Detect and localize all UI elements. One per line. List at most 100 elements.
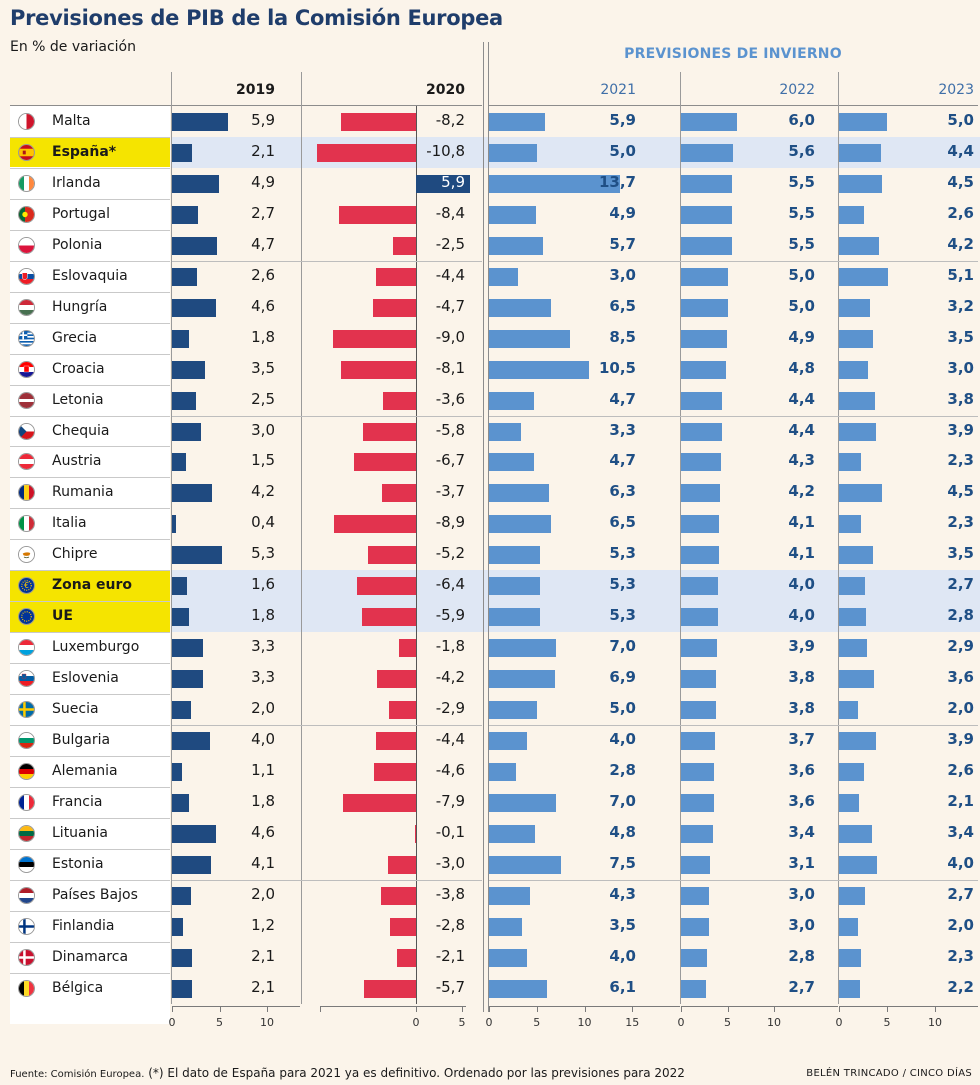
value-label-2022: 3,8 <box>788 668 815 687</box>
value-label-2022: 5,5 <box>788 203 815 222</box>
country-label: Irlanda <box>52 174 101 191</box>
x-tick-2023 <box>935 1005 936 1012</box>
value-label-2019: 2,0 <box>251 884 275 903</box>
bar-2021 <box>489 329 571 348</box>
country-label: Chequia <box>52 422 110 439</box>
x-axis-2019 <box>172 1005 300 1007</box>
winter-forecast-header: PREVISIONES DE INVIERNO <box>624 46 842 62</box>
value-label-2022: 3,1 <box>788 853 815 872</box>
country-label: Finlandia <box>52 917 115 934</box>
bar-2022 <box>681 824 713 843</box>
value-label-2021: 5,9 <box>609 111 636 129</box>
bar-2020 <box>334 515 416 534</box>
row-separator <box>10 291 170 293</box>
value-label-2019: 1,8 <box>251 606 275 625</box>
value-label-2020: -4,4 <box>435 730 465 748</box>
value-label-2020: -5,8 <box>435 420 465 439</box>
bar-2023 <box>839 298 870 317</box>
value-label-2020: -5,9 <box>435 606 465 625</box>
value-label-2021: 4,8 <box>609 822 636 841</box>
bar-2020 <box>354 453 416 472</box>
group-separator <box>172 415 482 417</box>
bar-2021 <box>489 917 523 936</box>
x-tick-2021 <box>632 1005 634 1012</box>
value-label-2022: 5,6 <box>788 141 815 160</box>
value-label-2019: 2,1 <box>251 977 275 996</box>
bar-2019 <box>172 793 190 812</box>
spain-flag-icon <box>18 143 35 161</box>
value-label-2022: 3,0 <box>788 884 815 903</box>
value-label-2023: 2,6 <box>947 203 974 222</box>
croatia-flag-icon <box>18 360 35 378</box>
row-separator <box>10 198 170 200</box>
row-separator <box>10 879 170 881</box>
value-label-2019: 5,3 <box>251 544 275 563</box>
value-label-2022: 3,6 <box>788 760 815 779</box>
value-label-2021: 6,9 <box>609 668 636 687</box>
bar-2021 <box>489 886 531 905</box>
bar-2019 <box>172 824 216 843</box>
bar-2023 <box>839 824 872 843</box>
value-label-2019: 1,5 <box>251 451 275 470</box>
bar-2021 <box>489 639 556 658</box>
bar-2021 <box>489 391 534 410</box>
x-tick-2021 <box>584 1005 586 1012</box>
country-label: Croacia <box>52 360 105 377</box>
country-label: Eslovaquia <box>52 267 128 284</box>
x-tick-label-2020: 5 <box>458 1015 466 1029</box>
bar-2022 <box>681 484 721 503</box>
value-label-2019: 2,1 <box>251 141 275 160</box>
bar-2020 <box>381 886 416 905</box>
italy-flag-icon <box>18 515 35 533</box>
bar-2019 <box>172 917 184 936</box>
bar-2019 <box>172 484 212 503</box>
value-label-2023: 5,0 <box>947 111 974 129</box>
bar-2023 <box>839 205 864 224</box>
value-label-2020: -2,1 <box>435 946 465 965</box>
x-axis-2023 <box>839 1005 978 1007</box>
bar-2020 <box>388 855 416 874</box>
value-label-2021: 3,3 <box>609 420 636 439</box>
bar-2023 <box>839 577 865 596</box>
bar-2020 <box>362 422 416 441</box>
country-label: Bélgica <box>52 979 104 996</box>
value-label-2019: 4,7 <box>251 234 275 253</box>
bar-2019 <box>172 205 198 224</box>
value-label-2019: 2,6 <box>251 265 275 284</box>
year-header-2022: 2022 <box>779 82 815 98</box>
value-label-2020: -3,6 <box>435 389 465 408</box>
value-label-2023: 3,0 <box>947 358 974 377</box>
value-label-2020: -8,1 <box>435 358 465 377</box>
bar-2020 <box>333 329 416 348</box>
value-label-2020: -10,8 <box>426 141 465 160</box>
value-label-2020: -5,2 <box>435 544 465 563</box>
chart-subtitle: En % de variación <box>10 39 136 55</box>
value-label-2021: 5,3 <box>609 575 636 594</box>
row-separator <box>10 694 170 696</box>
value-label-2023: 3,9 <box>947 730 974 748</box>
value-label-2023: 3,5 <box>947 544 974 563</box>
group-separator <box>489 415 978 417</box>
value-label-2019: 5,9 <box>251 111 275 129</box>
footer-credit: BELÉN TRINCADO / CINCO DÍAS <box>806 1068 972 1079</box>
malta-flag-icon <box>18 113 35 130</box>
bar-2022 <box>681 113 737 131</box>
value-label-2021: 7,0 <box>609 637 636 656</box>
header-divider <box>10 105 482 106</box>
value-label-2023: 2,7 <box>947 884 974 903</box>
bar-2022 <box>681 174 733 193</box>
finland-flag-icon <box>18 917 35 935</box>
footer-source: Fuente: Comisión Europea. <box>10 1069 145 1080</box>
value-label-2021: 7,5 <box>609 853 636 872</box>
value-label-2022: 4,0 <box>788 606 815 625</box>
bar-2019 <box>172 113 229 131</box>
x-tick-2023 <box>839 1005 840 1012</box>
value-label-2021: 4,9 <box>609 203 636 222</box>
value-label-2019: 3,5 <box>251 358 275 377</box>
bar-2022 <box>681 608 719 627</box>
bar-2020 <box>399 639 416 658</box>
value-label-2021: 8,5 <box>609 327 636 346</box>
value-label-2021: 5,7 <box>609 234 636 253</box>
bar-2020 <box>340 113 416 131</box>
bar-2021 <box>489 855 561 874</box>
